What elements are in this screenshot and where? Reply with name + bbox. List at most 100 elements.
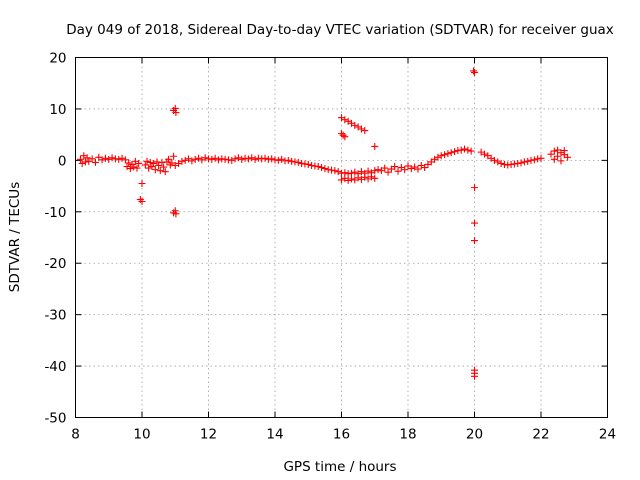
data-point	[357, 125, 365, 133]
data-point	[318, 164, 326, 172]
data-point	[447, 149, 455, 157]
data-point	[76, 155, 84, 163]
data-point	[181, 156, 189, 164]
data-point	[172, 210, 180, 218]
data-point	[156, 167, 164, 175]
data-point	[268, 155, 276, 163]
x-tick-label: 10	[133, 427, 150, 443]
y-tick-label: -30	[44, 308, 66, 324]
data-point	[133, 164, 141, 172]
data-point	[464, 146, 472, 154]
data-point	[138, 198, 146, 205]
data-point	[354, 174, 362, 182]
y-tick-label: -50	[44, 411, 66, 427]
data-point	[160, 163, 168, 171]
data-point	[524, 157, 532, 165]
data-point	[274, 156, 282, 164]
data-point	[294, 158, 302, 166]
data-point	[228, 156, 236, 164]
data-point	[361, 127, 369, 135]
data-point	[171, 207, 179, 215]
x-tick-label: 20	[466, 427, 483, 443]
data-point	[214, 156, 222, 164]
data-point	[171, 104, 179, 112]
data-point	[461, 145, 469, 153]
data-point	[170, 152, 178, 160]
data-points	[76, 67, 572, 380]
data-point	[351, 168, 359, 176]
data-point	[78, 159, 86, 167]
data-point	[550, 155, 558, 163]
data-point	[321, 165, 329, 173]
chart-title: Day 049 of 2018, Sidereal Day-to-day VTE…	[66, 22, 614, 38]
data-point	[201, 154, 209, 162]
x-tick-label: 22	[532, 427, 549, 443]
data-point	[238, 155, 246, 163]
data-point	[394, 167, 402, 175]
data-point	[391, 163, 399, 171]
y-axis-label: SDTVAR / TECUs	[7, 182, 23, 292]
data-point	[471, 372, 478, 380]
data-point	[284, 156, 292, 164]
data-point	[91, 158, 99, 166]
data-point	[537, 154, 545, 162]
data-point	[338, 130, 345, 138]
data-point	[494, 158, 502, 166]
data-point	[361, 173, 369, 181]
data-point	[347, 175, 355, 183]
data-point	[334, 168, 342, 176]
x-axis-label: GPS time / hours	[283, 459, 396, 475]
data-point	[557, 157, 565, 165]
y-tick-label: -20	[44, 256, 66, 272]
y-tick-label: 20	[49, 51, 66, 67]
data-point	[339, 131, 347, 139]
data-point	[98, 156, 106, 164]
data-point	[178, 157, 186, 165]
x-tick-label: 24	[599, 427, 616, 443]
data-point	[251, 155, 259, 163]
data-point	[331, 167, 339, 175]
data-point	[150, 159, 158, 167]
data-point	[480, 150, 488, 158]
data-point	[371, 174, 379, 182]
data-point	[143, 157, 151, 165]
data-point	[105, 155, 113, 163]
data-point	[101, 154, 109, 162]
data-point	[381, 164, 389, 172]
data-point	[304, 160, 312, 168]
data-point	[125, 159, 133, 167]
data-point	[244, 155, 252, 163]
data-point	[148, 163, 156, 171]
data-point	[441, 151, 449, 159]
data-point	[130, 163, 138, 171]
data-point	[278, 155, 286, 163]
data-point	[407, 165, 415, 173]
data-point	[208, 155, 216, 163]
data-point	[344, 176, 352, 184]
y-tick-label: -10	[44, 205, 66, 221]
y-tick-label: -40	[44, 359, 66, 375]
x-tick-labels: 8 10 12 14 16 18 20 22 24	[71, 427, 616, 443]
data-point	[547, 150, 555, 158]
data-point	[437, 152, 445, 160]
data-point	[444, 150, 452, 158]
data-point	[118, 154, 126, 162]
data-point	[341, 133, 349, 141]
x-tick-label: 16	[333, 427, 350, 443]
y-tick-label: 10	[49, 102, 66, 118]
data-point	[401, 166, 409, 174]
data-point	[314, 163, 322, 171]
x-tick-label: 8	[71, 427, 80, 443]
data-point	[135, 159, 143, 167]
data-point	[434, 153, 442, 161]
data-point	[554, 152, 562, 160]
data-point	[188, 157, 196, 165]
data-point	[457, 146, 465, 154]
x-tick-label: 18	[399, 427, 416, 443]
data-point	[371, 142, 379, 150]
data-point	[88, 155, 96, 163]
data-point	[374, 166, 382, 174]
data-point	[126, 165, 134, 173]
data-point	[471, 68, 478, 76]
data-point	[421, 164, 429, 172]
